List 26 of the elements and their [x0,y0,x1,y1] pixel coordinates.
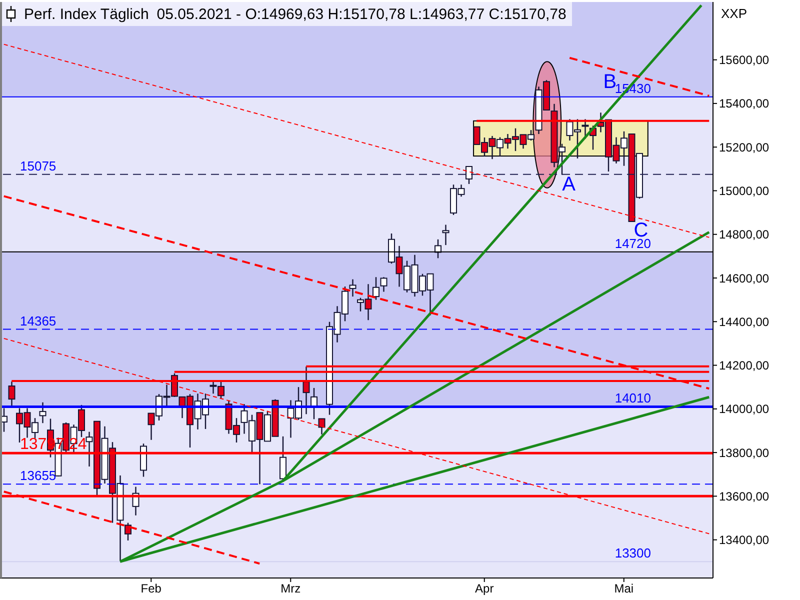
y-tick-label: 14800,00 [719,228,770,242]
y-tick-label: 15600,00 [719,53,770,68]
chart-subtitle: 05.05.2021 - O:14969,63 H:15170,78 L:14963,77 C:15170,78 [156,6,566,22]
x-tick-label: Apr [475,582,494,596]
y-tick-label: 14400,00 [719,314,770,329]
ref-line-label: 13655 [20,468,56,484]
annotation: A [562,174,576,196]
y-tick-label: 13400,00 [719,533,770,548]
annotation: B [603,71,617,94]
ref-line-label: 14010 [614,390,651,406]
y-tick-label: 15000,00 [719,184,770,198]
ref-line-label: 15075 [20,158,56,174]
y-axis-title: XXP [721,6,748,21]
chart-title: Perf. Index Täglich [24,6,149,22]
ref-line-label: 13300 [614,546,651,561]
y-tick-label: 13800,00 [719,446,770,460]
y-tick-label: 14200,00 [719,358,770,373]
y-tick-label: 15400,00 [719,96,770,111]
x-tick-label: Mai [614,582,634,596]
x-tick-label: Feb [140,582,162,596]
y-tick-label: 14600,00 [719,271,770,286]
y-tick-label: 14000,00 [719,402,770,416]
x-tick-label: Mrz [280,582,301,596]
y-tick-label: 15200,00 [719,140,770,154]
ref-line-label: 14365 [20,313,56,328]
y-tick-label: 13600,00 [719,489,770,504]
